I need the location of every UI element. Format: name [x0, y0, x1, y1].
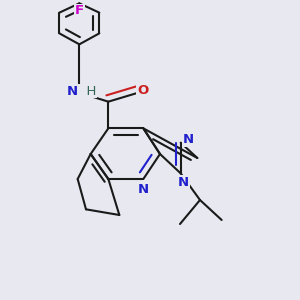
Text: N: N	[183, 133, 194, 146]
Text: O: O	[137, 84, 148, 97]
Text: F: F	[75, 4, 84, 17]
Text: N: N	[178, 176, 189, 189]
Text: N: N	[138, 183, 149, 196]
Text: N: N	[67, 85, 78, 98]
Text: H: H	[78, 85, 96, 98]
